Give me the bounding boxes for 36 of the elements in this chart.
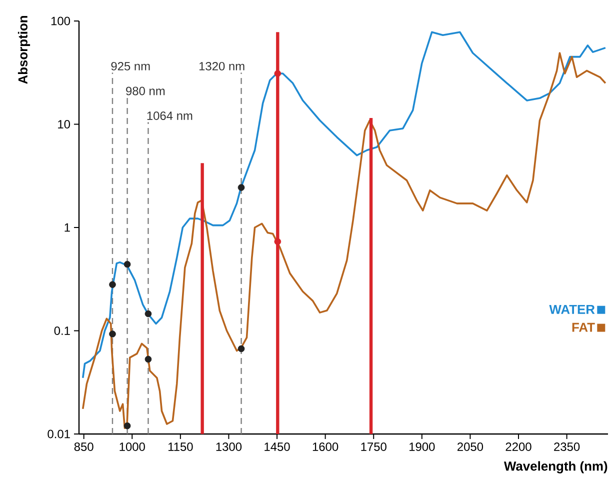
x-tick-label: 2050	[457, 442, 484, 451]
ref-line-label: 925 nm	[111, 62, 150, 70]
legend-label: FAT	[572, 322, 595, 332]
point	[274, 238, 282, 246]
point	[109, 330, 116, 338]
line-series	[82, 31, 606, 379]
x-tick-label: 1900	[410, 442, 435, 451]
point	[124, 422, 131, 430]
x-tick-label: 1000	[120, 442, 145, 451]
x-tick-label: 2200	[506, 442, 532, 451]
y-tick-label: 1	[64, 223, 70, 232]
x-tick-label: 1150	[168, 442, 193, 451]
x-tick-label: 2350	[554, 442, 580, 451]
y-tick-label: 100	[51, 16, 70, 26]
x-tick-label: 1600	[312, 442, 338, 451]
y-tick-label: 10	[58, 120, 70, 128]
y-axis-title: Absorption	[18, 16, 30, 84]
point	[144, 356, 152, 363]
x-axis-title: Wavelength (nm)	[504, 461, 608, 474]
point	[238, 345, 245, 352]
ref-line-label: 1064 nm	[147, 112, 192, 120]
point	[144, 310, 152, 318]
point	[274, 70, 282, 77]
ref-line-label: 1320 nm	[199, 62, 244, 70]
x-tick-label: 850	[74, 442, 94, 451]
x-tick-label: 1750	[361, 442, 386, 451]
y-tick-label: 0.01	[48, 430, 70, 438]
x-tick-label: 1450	[264, 442, 290, 451]
legend-label: WATER	[549, 304, 595, 314]
point	[238, 184, 245, 191]
point	[109, 281, 116, 288]
line-series	[82, 52, 606, 430]
x-tick-label: 1300	[216, 442, 242, 451]
point	[124, 260, 131, 268]
y-tick-label: 0.1	[54, 326, 70, 335]
ref-line-label: 980 nm	[126, 86, 165, 96]
